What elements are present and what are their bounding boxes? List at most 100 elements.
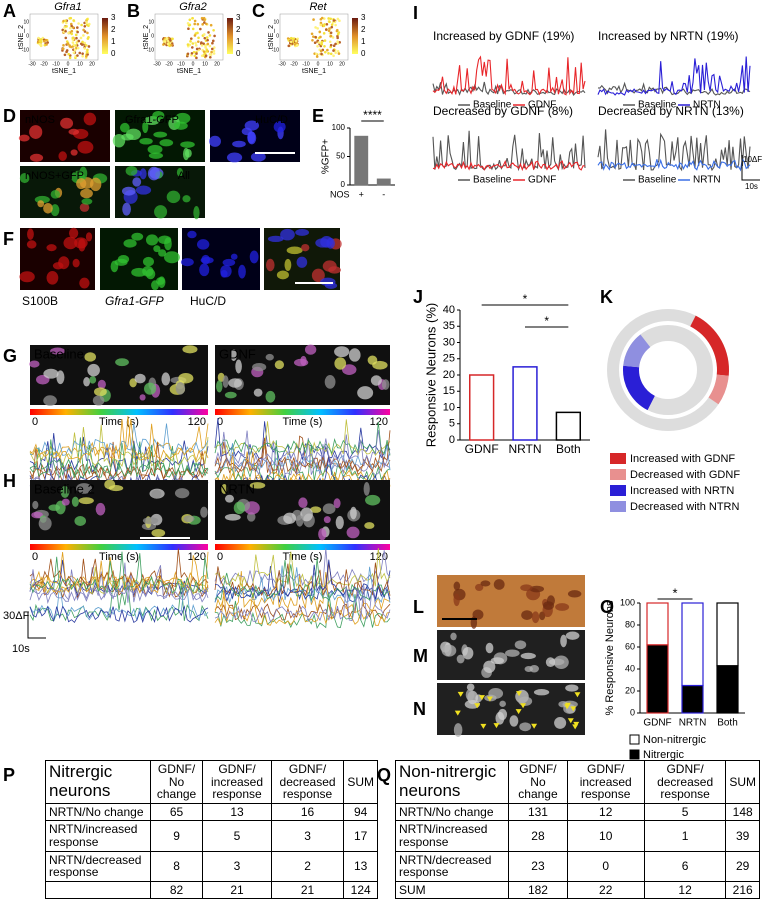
tsne-dot (208, 53, 212, 56)
cell (286, 246, 303, 255)
cell (159, 139, 174, 147)
cell (533, 689, 550, 696)
panel-letter: N (413, 699, 426, 719)
x-tick-label: -30 (153, 61, 160, 67)
cell (142, 517, 159, 525)
tsne-dot (332, 54, 335, 58)
colorbar-tick: 0 (361, 49, 366, 58)
tsne-dot (64, 29, 67, 33)
cell (230, 349, 237, 361)
tsne-dot (322, 17, 326, 20)
cell (79, 277, 90, 289)
cell (29, 153, 44, 162)
cell (60, 485, 70, 498)
cell (324, 375, 336, 389)
tsne-dot (194, 44, 198, 47)
table-cell: NRTN/No change (394, 802, 510, 822)
tsne-dot (316, 44, 319, 48)
bar (512, 366, 538, 441)
tsne-dot (316, 27, 319, 30)
tsne-dot (313, 41, 317, 45)
panel-letter: A (3, 1, 16, 21)
cell (565, 631, 580, 640)
cell (298, 497, 308, 509)
tsne-dot (43, 39, 46, 43)
tsne-dot (337, 52, 341, 55)
cell (182, 195, 191, 203)
cell (505, 649, 520, 657)
arrowhead (567, 718, 574, 724)
image-title: Baseline (34, 346, 84, 361)
tsne-dot (65, 49, 69, 52)
tsne-dot (75, 36, 78, 40)
x-tick-label: -20 (165, 61, 172, 67)
x-tick-label: 20 (339, 61, 345, 67)
tsne-dot (87, 22, 91, 26)
tsne-dot (202, 42, 205, 45)
trace (29, 605, 209, 624)
cell (74, 237, 88, 249)
trace (432, 55, 586, 96)
tsne-dot (192, 50, 196, 54)
tsne-dot (319, 49, 323, 53)
table-cell: NRTN/No change (45, 802, 151, 822)
cell (112, 133, 126, 148)
panel-letter: K (600, 287, 613, 307)
tsne-dot (193, 34, 197, 37)
tsne-dot (78, 51, 82, 55)
cell (152, 110, 165, 121)
tsne-dot (39, 43, 43, 47)
cell (490, 657, 504, 665)
legend-label: NRTN (693, 175, 721, 186)
table-q: Non-nitrergic neurons GDNF/ No change GDNF… (394, 760, 760, 899)
cell (175, 382, 186, 395)
cell (224, 513, 241, 521)
colorbar-tick: 2 (361, 25, 366, 34)
tsne-dot (209, 23, 213, 27)
tsne-dot (211, 39, 215, 43)
table-cell: GDNF/ decreased response (643, 760, 727, 804)
panel-letter: J (413, 287, 423, 307)
cell (97, 379, 106, 389)
panel-letter: D (3, 106, 16, 126)
tsne-dot (203, 36, 207, 40)
tsne-dot (38, 40, 42, 43)
significance: * (544, 314, 549, 328)
y-tick-label: 0 (151, 33, 154, 39)
x-axis-label: NOS (330, 189, 350, 199)
y-tick-label: 10 (148, 19, 154, 25)
table-cell: 94 (343, 802, 378, 822)
tsne-dot (76, 30, 79, 34)
cell (139, 394, 146, 401)
tsne-dot (170, 43, 173, 47)
cell (493, 579, 505, 590)
cell (166, 190, 181, 204)
tsne-dot (190, 51, 194, 55)
tsne-dot (314, 35, 317, 39)
trace (432, 130, 586, 172)
cell (453, 581, 461, 591)
tsne-dot (329, 34, 333, 38)
y-tick-label: 0 (276, 33, 279, 39)
trace (214, 558, 391, 602)
tsne-dot (71, 36, 75, 40)
time-colorbar (30, 544, 208, 550)
x-tick-label: Both (556, 442, 581, 456)
cell (95, 502, 106, 516)
tsne-dot (334, 42, 337, 46)
x-tick-label: -20 (290, 61, 297, 67)
tsne-dot (195, 47, 199, 51)
cell (474, 583, 484, 591)
cell (182, 345, 198, 354)
y-axis-label: Responsive Neurons (%) (423, 303, 438, 448)
trace-title: Decreased by GDNF (8%) (433, 104, 573, 118)
cell (295, 229, 310, 236)
tsne-dot (312, 35, 315, 38)
tsne-dot (69, 16, 73, 20)
tsne-dot (196, 31, 199, 35)
tsne-dot (191, 16, 194, 20)
tsne-dot (45, 38, 48, 42)
tsne-dot (323, 39, 327, 42)
tsne-dot (188, 18, 192, 22)
colorbar-tick: 3 (111, 13, 116, 22)
